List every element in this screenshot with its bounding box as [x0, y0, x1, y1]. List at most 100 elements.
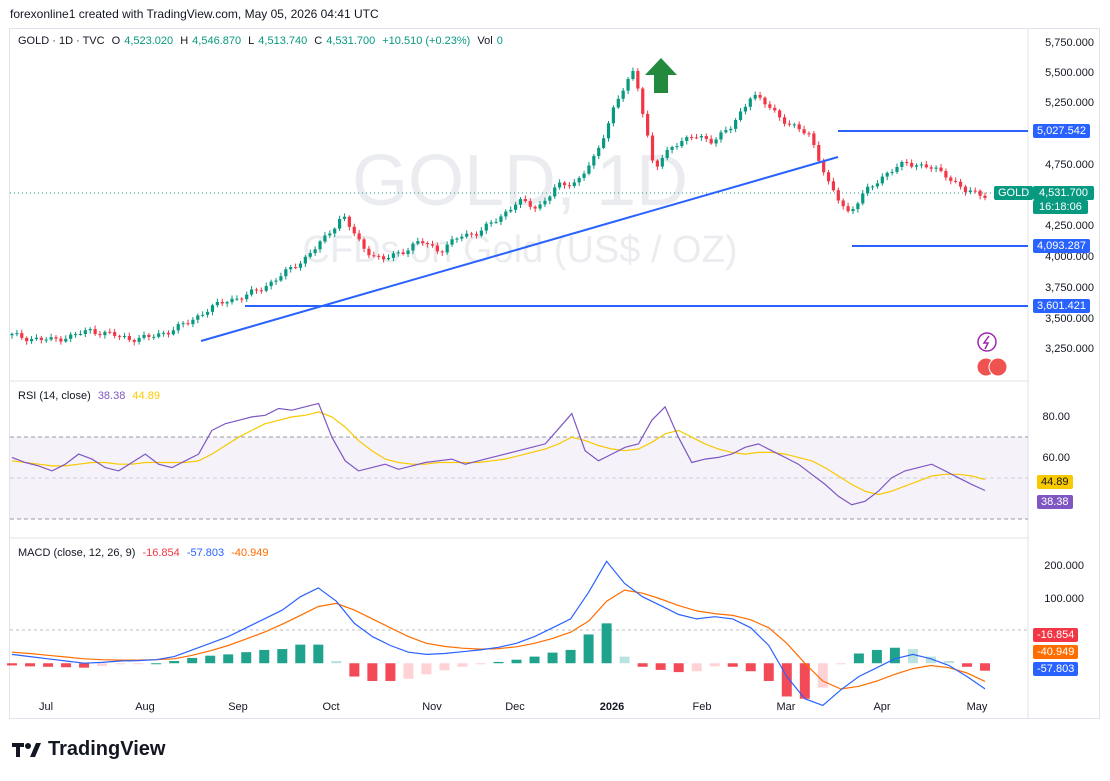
candle-body[interactable] [826, 172, 831, 182]
candle-body[interactable] [523, 199, 527, 202]
candle-body[interactable] [391, 253, 395, 258]
rsi-ma-line[interactable] [11, 411, 986, 496]
candle-body[interactable] [660, 157, 664, 167]
candle-body[interactable] [352, 226, 356, 234]
candle-body[interactable] [450, 239, 454, 245]
candle-body[interactable] [665, 149, 669, 158]
candle-body[interactable] [890, 171, 894, 173]
candle-body[interactable] [792, 124, 796, 126]
candle-body[interactable] [333, 228, 337, 234]
candle-body[interactable] [807, 133, 811, 135]
candle-body[interactable] [117, 335, 122, 337]
candle-body[interactable] [460, 236, 464, 239]
candle-body[interactable] [132, 339, 136, 342]
candle-body[interactable] [386, 257, 391, 260]
candle-body[interactable] [54, 337, 58, 339]
candle-body[interactable] [919, 164, 924, 166]
candle-body[interactable] [685, 137, 689, 141]
candle-body[interactable] [440, 251, 444, 253]
candle-body[interactable] [968, 190, 972, 193]
candle-body[interactable] [602, 138, 606, 148]
candle-body[interactable] [235, 298, 239, 300]
candle-body[interactable] [377, 255, 381, 257]
candle-body[interactable] [186, 323, 190, 325]
candle-body[interactable] [357, 233, 361, 240]
candle-body[interactable] [298, 263, 303, 268]
candle-body[interactable] [367, 248, 371, 256]
macd-line[interactable] [11, 560, 986, 707]
candle-body[interactable] [504, 211, 508, 217]
candle-body[interactable] [782, 117, 787, 124]
candle-body[interactable] [787, 123, 792, 125]
candle-body[interactable] [797, 124, 801, 130]
candle-body[interactable] [484, 223, 488, 231]
candle-body[interactable] [372, 255, 376, 257]
candle-body[interactable] [929, 167, 933, 169]
candle-body[interactable] [900, 162, 904, 167]
candle-body[interactable] [205, 311, 210, 315]
candle-body[interactable] [694, 137, 699, 139]
candle-body[interactable] [308, 253, 312, 257]
candle-body[interactable] [650, 135, 655, 161]
candle-body[interactable] [494, 221, 498, 223]
candle-body[interactable] [49, 337, 53, 340]
candle-body[interactable] [939, 167, 943, 172]
candle-body[interactable] [230, 298, 234, 303]
candle-body[interactable] [465, 233, 469, 237]
candle-body[interactable] [215, 301, 219, 306]
candle-body[interactable] [924, 164, 928, 168]
candle-body[interactable] [861, 193, 865, 204]
candle-body[interactable] [822, 160, 826, 173]
candle-body[interactable] [29, 339, 34, 342]
candle-body[interactable] [489, 222, 493, 224]
rsi-line[interactable] [11, 402, 986, 506]
candle-body[interactable] [841, 200, 845, 207]
candle-body[interactable] [729, 128, 733, 131]
candle-body[interactable] [210, 305, 215, 312]
candle-body[interactable] [646, 113, 650, 136]
candle-body[interactable] [606, 123, 611, 139]
candle-body[interactable] [499, 216, 503, 222]
candle-body[interactable] [157, 333, 161, 337]
candle-body[interactable] [416, 241, 420, 244]
candle-body[interactable] [802, 129, 806, 134]
candle-body[interactable] [220, 301, 224, 304]
candle-body[interactable] [870, 186, 875, 188]
candle-body[interactable] [518, 199, 523, 205]
candle-body[interactable] [738, 111, 743, 120]
candle-body[interactable] [289, 267, 293, 270]
candle-body[interactable] [264, 286, 268, 291]
candle-body[interactable] [279, 276, 283, 281]
candle-body[interactable] [895, 166, 899, 172]
candle-body[interactable] [421, 241, 425, 244]
candle-body[interactable] [621, 90, 625, 99]
lightning-icon[interactable] [977, 332, 997, 352]
candle-body[interactable] [176, 324, 180, 331]
candle-body[interactable] [875, 183, 880, 187]
candle-body[interactable] [743, 106, 748, 112]
candle-body[interactable] [406, 250, 410, 255]
candle-body[interactable] [675, 146, 679, 148]
candle-body[interactable] [773, 107, 777, 111]
candle-body[interactable] [122, 336, 127, 338]
candle-body[interactable] [93, 329, 97, 335]
candle-body[interactable] [435, 245, 439, 252]
candle-body[interactable] [103, 331, 107, 336]
candle-body[interactable] [269, 281, 273, 287]
candle-body[interactable] [430, 244, 435, 246]
current-price-tag[interactable]: 4,531.700 [1033, 186, 1094, 200]
candle-body[interactable] [558, 182, 562, 188]
candle-body[interactable] [113, 332, 117, 336]
candle-body[interactable] [470, 233, 474, 235]
candle-body[interactable] [753, 94, 757, 99]
candle-body[interactable] [181, 323, 185, 325]
candle-body[interactable] [401, 252, 405, 255]
candle-body[interactable] [548, 196, 552, 201]
candle-body[interactable] [910, 162, 914, 167]
candle-body[interactable] [98, 334, 102, 336]
candle-body[interactable] [577, 177, 581, 183]
candle-body[interactable] [59, 338, 63, 342]
candle-body[interactable] [293, 267, 298, 269]
candle-body[interactable] [474, 234, 479, 236]
